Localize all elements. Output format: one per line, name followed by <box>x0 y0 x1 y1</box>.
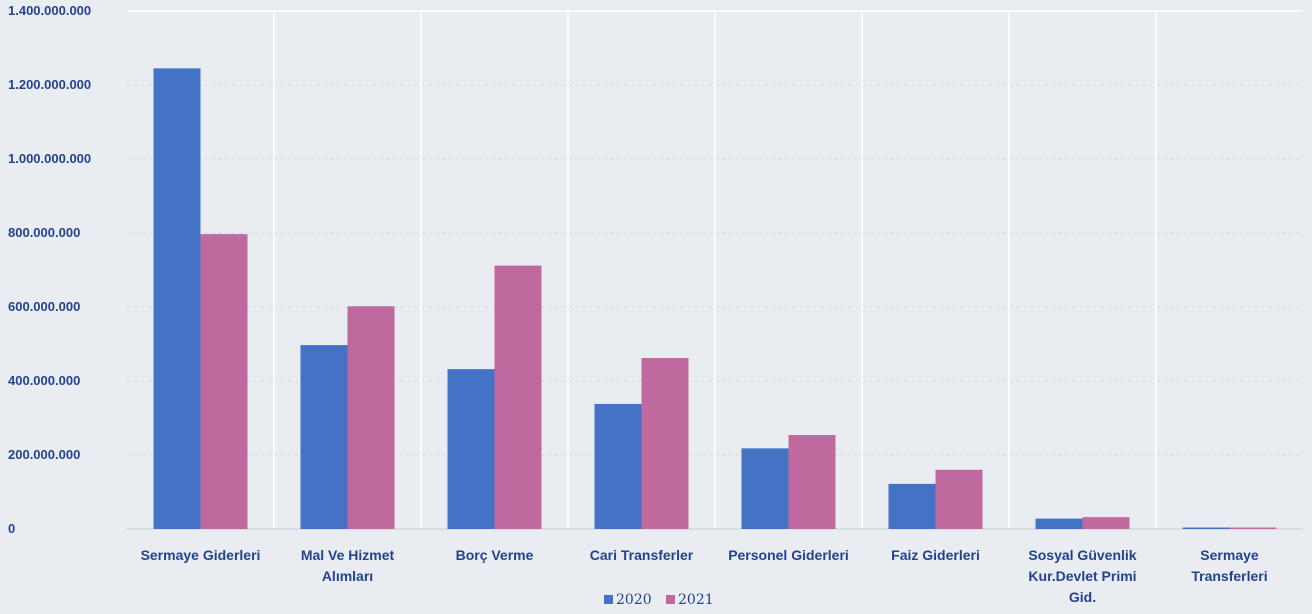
x-category-label: Personel Giderleri <box>728 547 849 563</box>
chart-bars <box>153 68 1277 530</box>
legend: 2020 2021 <box>604 592 714 608</box>
bar-2021 <box>788 435 836 529</box>
y-tick-label: 600.000.000 <box>8 299 80 314</box>
y-tick-label: 1.200.000.000 <box>8 77 91 92</box>
y-tick-label: 0 <box>8 521 15 536</box>
x-axis: Sermaye Giderleri Mal Ve Hizmet Alımları Bo… <box>141 547 1268 605</box>
x-category-label: Cari Transferler <box>590 547 694 563</box>
legend-label: 2020 <box>616 592 652 608</box>
bar-2020 <box>447 369 495 529</box>
y-tick-label: 200.000.000 <box>8 447 80 462</box>
chart-grid <box>127 10 1303 530</box>
bar-2021 <box>641 358 689 529</box>
bar-2021 <box>935 469 983 529</box>
x-category-label: Sosyal Güvenlik Kur.Devlet Primi Gid. <box>1028 547 1136 605</box>
x-category-label: Faiz Giderleri <box>891 547 980 563</box>
x-category-label: Borç Verme <box>456 547 534 563</box>
bar-2021 <box>1082 517 1130 529</box>
bar-2020 <box>888 483 936 529</box>
y-tick-label: 1.000.000.000 <box>8 151 91 166</box>
bar-2021 <box>200 234 248 530</box>
bar-2020 <box>153 68 201 529</box>
bar-2020 <box>300 345 348 529</box>
bar-2021 <box>347 306 395 529</box>
bar-2020 <box>594 403 642 529</box>
bar-2020 <box>741 448 789 529</box>
y-tick-label: 400.000.000 <box>8 373 80 388</box>
y-tick-label: 800.000.000 <box>8 225 80 240</box>
legend-swatch <box>666 595 675 604</box>
bar-2021 <box>494 265 542 529</box>
legend-label: 2021 <box>678 592 714 608</box>
y-axis: 0 200.000.000 400.000.000 600.000.000 800.00… <box>8 3 91 536</box>
x-category-label: Sermaye Giderleri <box>141 547 261 563</box>
x-category-label: Sermaye Transferleri <box>1191 547 1267 584</box>
bar-2020 <box>1182 527 1230 529</box>
bar-2020 <box>1035 518 1083 529</box>
legend-swatch <box>604 595 613 604</box>
x-category-label: Mal Ve Hizmet Alımları <box>301 547 395 584</box>
y-tick-label: 1.400.000.000 <box>8 3 91 18</box>
bar-2021 <box>1229 527 1277 529</box>
